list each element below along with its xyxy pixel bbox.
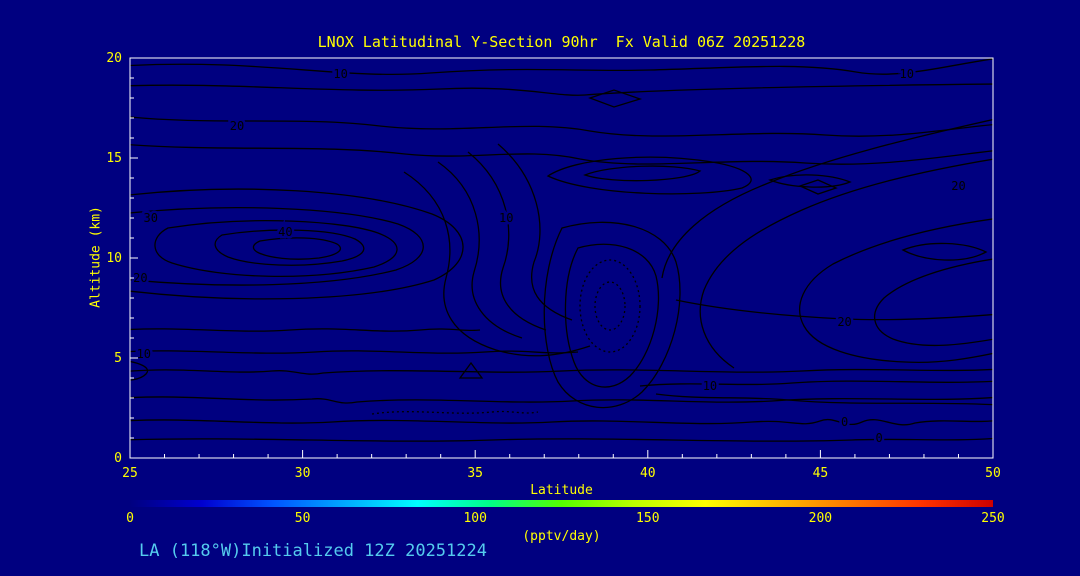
- contour-line: [403, 171, 591, 357]
- contour-line: [874, 258, 993, 347]
- contour-line: [371, 410, 539, 415]
- contour-label: 10: [137, 347, 151, 361]
- contour-line: [130, 360, 149, 381]
- x-tick-label: 45: [813, 466, 829, 481]
- contour-label: 0: [841, 415, 848, 429]
- contour-label: 20: [133, 271, 147, 285]
- contour-line: [154, 220, 398, 277]
- contour-line: [467, 151, 547, 331]
- x-tick-label: 25: [122, 466, 138, 481]
- contour-line: [661, 118, 993, 279]
- contour-label: 10: [333, 67, 347, 81]
- contour-line: [639, 380, 993, 387]
- x-tick-label: 35: [467, 466, 483, 481]
- contour-line: [130, 418, 993, 426]
- contour-line: [130, 144, 993, 165]
- y-tick-label: 0: [114, 451, 122, 466]
- contour-line: [675, 299, 993, 321]
- contour-label: 20: [837, 315, 851, 329]
- contour-line: [564, 243, 660, 388]
- contour-line: [130, 396, 993, 404]
- colorbar-tick-label: 250: [981, 511, 1005, 526]
- axis-ticks: 25 30 35 40 45 50 0 5 10 15 20: [106, 51, 1000, 481]
- colorbar-tick-labels: 0 50 100 150 200 250: [126, 511, 1005, 526]
- contour-line: [579, 259, 641, 353]
- contour-line: [768, 174, 852, 188]
- x-axis-label: Latitude: [530, 483, 593, 498]
- x-tick-label: 30: [295, 466, 311, 481]
- contour-line: [130, 207, 424, 286]
- contour-line: [130, 83, 993, 96]
- contour-line: [799, 218, 993, 364]
- contour-line: [252, 237, 342, 260]
- contour-line: [437, 161, 523, 339]
- colorbar-tick-label: 50: [294, 511, 311, 526]
- contour-line: [543, 221, 681, 409]
- colorbar-tick-label: 0: [126, 511, 134, 526]
- contour-label: 20: [951, 179, 965, 193]
- y-tick-label: 5: [114, 351, 122, 366]
- contour-line: [214, 229, 365, 266]
- contour-line: [594, 281, 626, 331]
- contour-line: [699, 158, 993, 369]
- contour-label: 10: [499, 211, 513, 225]
- contour-line: [130, 350, 579, 354]
- contour-labels: 10 10 20 20 30 40 10 20 10 10 20 0 0: [131, 65, 969, 448]
- colorbar-tick-label: 100: [463, 511, 487, 526]
- contour-label: 30: [143, 211, 157, 225]
- contour-line: [583, 165, 702, 182]
- contour-label: 40: [278, 225, 292, 239]
- contour-line: [130, 188, 464, 300]
- colorbar: [130, 500, 993, 507]
- chart-title: LNOX Latitudinal Y-Section 90hr Fx Valid…: [317, 33, 806, 51]
- colorbar-units: (pptv/day): [522, 529, 601, 544]
- contour-line: [798, 179, 838, 195]
- contour-line: [130, 328, 481, 332]
- contour-label: 20: [230, 119, 244, 133]
- contour-line: [497, 143, 573, 321]
- contour-line: [130, 437, 993, 442]
- y-axis-label: Altitude (km): [88, 206, 104, 308]
- contour-line: [901, 242, 988, 261]
- contour-label: 0: [875, 431, 882, 445]
- x-tick-label: 50: [985, 466, 1001, 481]
- contour-line: [546, 156, 752, 195]
- contour-label: 10: [703, 379, 717, 393]
- plot-frame: [129, 57, 994, 459]
- contour-label: 10: [899, 67, 913, 81]
- contour-line: [458, 361, 484, 379]
- contour-line: [655, 393, 993, 406]
- colorbar-tick-label: 150: [636, 511, 660, 526]
- y-tick-label: 10: [106, 251, 122, 266]
- colorbar-tick-label: 200: [808, 511, 833, 526]
- contour-lines: [130, 58, 993, 442]
- contour-line: [130, 368, 993, 375]
- x-tick-label: 40: [640, 466, 656, 481]
- contour-line: [130, 116, 993, 137]
- y-tick-label: 20: [106, 51, 122, 66]
- y-tick-label: 15: [106, 151, 122, 166]
- contour-line: [588, 89, 643, 108]
- init-info-text: LA (118°W)Initialized 12Z 20251224: [139, 541, 487, 561]
- contour-line: [130, 58, 993, 76]
